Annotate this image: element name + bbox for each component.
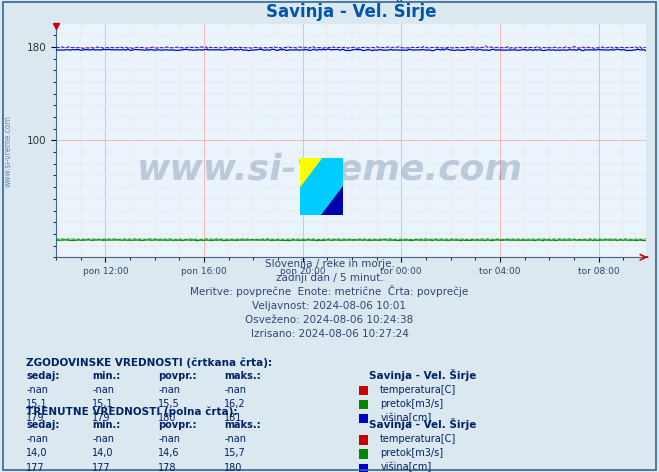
Text: www.si-vreme.com: www.si-vreme.com xyxy=(136,153,523,187)
Text: -nan: -nan xyxy=(158,385,180,395)
Title: Savinja - Vel. Širje: Savinja - Vel. Širje xyxy=(266,0,436,21)
Text: sedaj:: sedaj: xyxy=(26,420,60,430)
Polygon shape xyxy=(300,158,322,186)
Text: 179: 179 xyxy=(26,413,45,423)
Text: Veljavnost: 2024-08-06 10:01: Veljavnost: 2024-08-06 10:01 xyxy=(252,301,407,311)
Text: 15,5: 15,5 xyxy=(158,399,180,409)
Text: min.:: min.: xyxy=(92,420,121,430)
Text: 177: 177 xyxy=(92,463,111,472)
Text: -nan: -nan xyxy=(26,385,48,395)
Text: Meritve: povprečne  Enote: metrične  Črta: povprečje: Meritve: povprečne Enote: metrične Črta:… xyxy=(190,285,469,297)
Text: -nan: -nan xyxy=(224,385,246,395)
Text: min.:: min.: xyxy=(92,371,121,380)
Text: 180: 180 xyxy=(224,463,243,472)
Text: www.si-vreme.com: www.si-vreme.com xyxy=(3,115,13,187)
Text: povpr.:: povpr.: xyxy=(158,371,196,380)
Text: 181: 181 xyxy=(224,413,243,423)
Text: povpr.:: povpr.: xyxy=(158,420,196,430)
Text: 14,0: 14,0 xyxy=(92,448,114,458)
Polygon shape xyxy=(300,158,343,215)
Text: višina[cm]: višina[cm] xyxy=(380,413,432,423)
Text: Slovenija / reke in morje.: Slovenija / reke in morje. xyxy=(264,259,395,269)
Text: Izrisano: 2024-08-06 10:27:24: Izrisano: 2024-08-06 10:27:24 xyxy=(250,329,409,339)
Text: 15,7: 15,7 xyxy=(224,448,246,458)
Text: temperatura[C]: temperatura[C] xyxy=(380,434,457,444)
Text: pretok[m3/s]: pretok[m3/s] xyxy=(380,448,444,458)
Polygon shape xyxy=(300,158,322,186)
Text: maks.:: maks.: xyxy=(224,371,261,380)
Text: ZGODOVINSKE VREDNOSTI (črtkana črta):: ZGODOVINSKE VREDNOSTI (črtkana črta): xyxy=(26,357,272,368)
Text: Savinja - Vel. Širje: Savinja - Vel. Širje xyxy=(369,418,476,430)
Text: -nan: -nan xyxy=(224,434,246,444)
Text: višina[cm]: višina[cm] xyxy=(380,462,432,472)
Text: 15,1: 15,1 xyxy=(92,399,114,409)
Text: 15,1: 15,1 xyxy=(26,399,48,409)
Text: -nan: -nan xyxy=(158,434,180,444)
Text: -nan: -nan xyxy=(26,434,48,444)
Text: 14,6: 14,6 xyxy=(158,448,180,458)
Text: -nan: -nan xyxy=(92,434,114,444)
Text: 14,0: 14,0 xyxy=(26,448,48,458)
Text: maks.:: maks.: xyxy=(224,420,261,430)
Text: 179: 179 xyxy=(92,413,111,423)
Text: sedaj:: sedaj: xyxy=(26,371,60,380)
Text: Osveženo: 2024-08-06 10:24:38: Osveženo: 2024-08-06 10:24:38 xyxy=(245,315,414,325)
Text: 177: 177 xyxy=(26,463,45,472)
Text: -nan: -nan xyxy=(92,385,114,395)
Polygon shape xyxy=(322,186,343,215)
Text: temperatura[C]: temperatura[C] xyxy=(380,385,457,395)
Text: Savinja - Vel. Širje: Savinja - Vel. Širje xyxy=(369,369,476,380)
Polygon shape xyxy=(300,158,343,215)
Text: zadnji dan / 5 minut.: zadnji dan / 5 minut. xyxy=(275,273,384,283)
Text: 16,2: 16,2 xyxy=(224,399,246,409)
Text: TRENUTNE VREDNOSTI (polna črta):: TRENUTNE VREDNOSTI (polna črta): xyxy=(26,407,238,417)
Text: 178: 178 xyxy=(158,463,177,472)
Text: 180: 180 xyxy=(158,413,177,423)
Text: pretok[m3/s]: pretok[m3/s] xyxy=(380,399,444,409)
